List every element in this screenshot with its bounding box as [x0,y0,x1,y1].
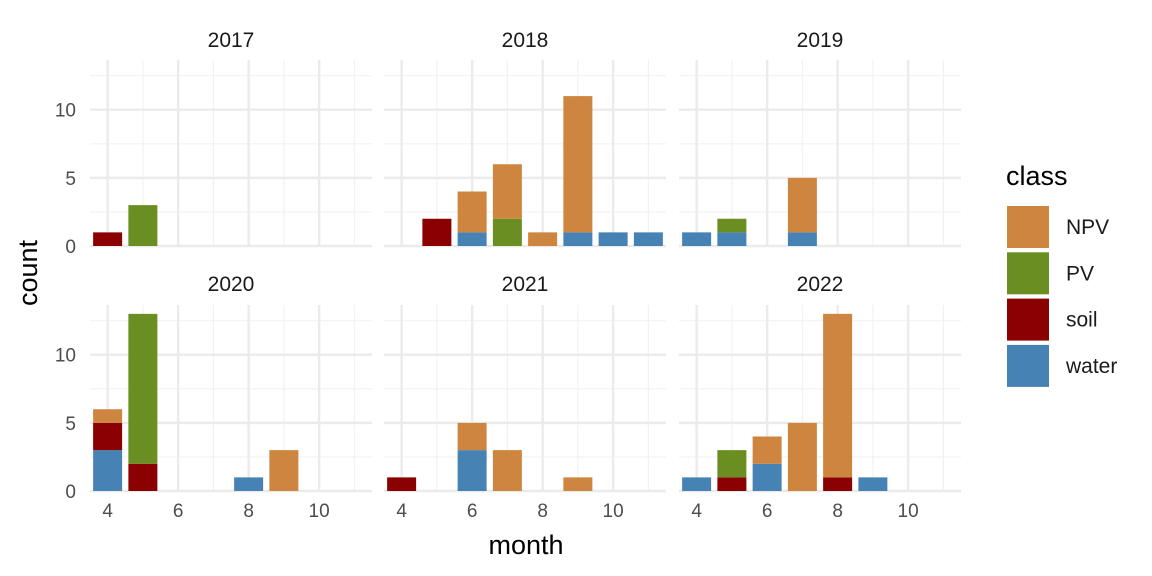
legend-label: water [1065,355,1117,378]
legend-key-water [1007,344,1049,387]
bar-segment-NPV [492,164,522,219]
facet-panel-2020: 2020 0 5 10 4 6 8 10 [55,273,372,522]
y-tick-label: 10 [55,346,76,367]
legend-title: class [1006,161,1068,191]
bar-segment-water [752,463,782,491]
x-tick-label: 4 [102,501,113,522]
x-tick-label: 8 [243,501,254,522]
bar-segment-NPV [752,436,782,464]
bar-segment-water [633,232,663,246]
x-tick-label: 10 [603,501,624,522]
panel-title: 2022 [797,273,844,296]
x-tick-label: 8 [832,501,843,522]
bar-segment-NPV [269,450,299,491]
y-axis-title: count [13,239,43,306]
y-tick-label: 0 [65,237,76,258]
bar-segment-PV [128,205,158,246]
facet-panel-2017: 2017 0 5 10 [55,29,372,258]
legend-key-PV [1007,252,1049,295]
bar-segment-water [93,450,123,491]
bar-segment-PV [717,218,747,233]
legend-key-NPV [1007,206,1049,248]
bar-segment-water [234,477,264,491]
legend: class NPV PV soil water [1006,161,1117,387]
legend-key-soil [1007,298,1049,341]
bar-segment-NPV [457,191,487,233]
bar-segment-soil [128,463,158,491]
bar-segment-water [598,232,628,246]
panel-title: 2021 [502,273,549,296]
bar-segment-water [717,232,747,246]
x-tick-label: 6 [762,501,773,522]
bar-segment-soil [93,422,123,451]
y-tick-label: 5 [65,414,76,435]
bar-segment-soil [93,232,123,246]
bar-segment-soil [422,218,452,246]
bar-segment-soil [717,477,747,491]
x-tick-label: 10 [309,501,330,522]
x-tick-label: 6 [467,501,478,522]
bar-segment-soil [387,477,417,491]
y-tick-label: 5 [65,169,76,190]
bar-segment-water [787,232,817,246]
y-tick-label: 10 [55,101,76,122]
x-tick-label: 4 [396,501,407,522]
bar-segment-water [858,477,888,491]
x-tick-label: 8 [537,501,548,522]
bar-segment-NPV [457,422,487,451]
bar-segment-NPV [563,477,593,491]
bar-segment-NPV [528,232,558,246]
bar-segment-NPV [93,409,123,423]
x-axis-title: month [488,530,563,560]
x-tick-label: 4 [691,501,702,522]
bar-segment-water [457,232,487,246]
bar-segment-NPV [492,450,522,491]
y-tick-label: 0 [65,482,76,503]
bar-segment-water [682,477,712,491]
bar-segment-NPV [787,177,817,233]
facet-panel-2021: 2021 4 6 8 10 [384,273,666,522]
legend-label: soil [1066,309,1098,332]
facet-panel-2019: 2019 [679,29,961,248]
panel-title: 2020 [208,273,255,296]
legend-label: NPV [1066,216,1109,239]
panel-title: 2018 [502,29,549,52]
facet-panel-2018: 2018 [384,29,666,248]
bar-segment-PV [128,313,158,464]
bar-segment-soil [823,477,853,491]
facet-panel-2022: 2022 4 6 8 10 [679,273,961,522]
bar-segment-NPV [563,96,593,233]
bar-segment-PV [492,218,522,246]
bar-segment-water [457,450,487,491]
legend-label: PV [1066,262,1094,285]
bar-segment-PV [717,450,747,478]
x-tick-label: 10 [898,501,919,522]
panel-title: 2017 [208,29,255,52]
bar-segment-water [682,232,712,246]
bar-segment-water [563,232,593,246]
bar-segment-NPV [787,422,817,491]
bar-segment-NPV [823,313,853,478]
x-tick-label: 6 [173,501,184,522]
panel-title: 2019 [797,29,844,52]
